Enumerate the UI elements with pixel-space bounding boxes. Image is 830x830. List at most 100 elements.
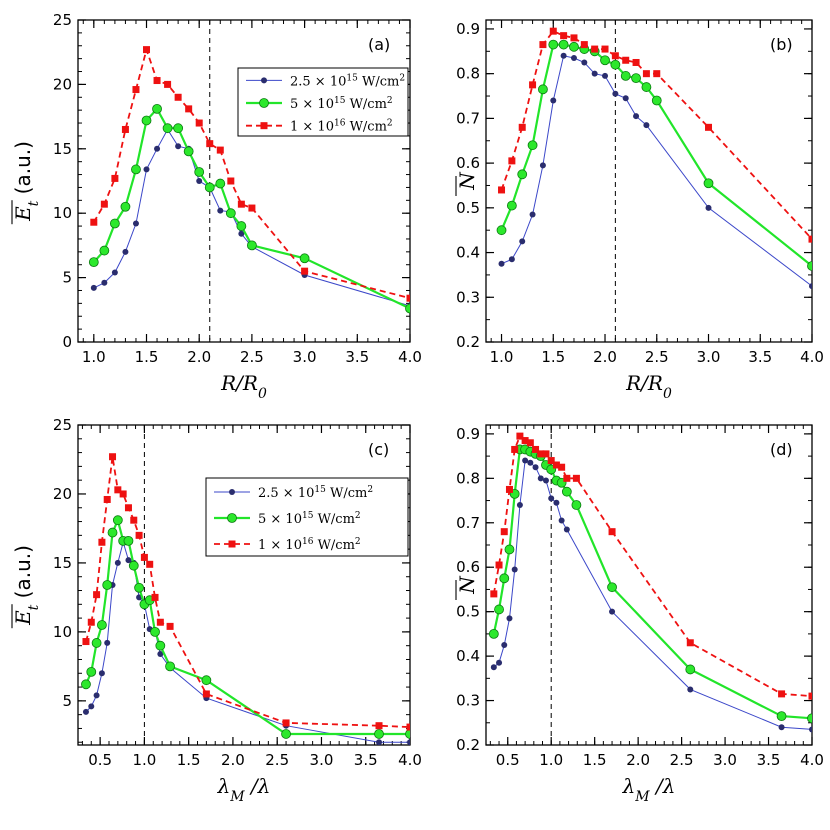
data-point <box>602 72 609 79</box>
data-point <box>506 615 513 622</box>
data-point <box>542 450 550 458</box>
data-point <box>194 167 205 177</box>
data-point <box>631 73 641 84</box>
x-tick-label: 1.0 <box>82 348 106 366</box>
y-axis-label: N <box>455 171 479 191</box>
data-point <box>611 52 619 60</box>
data-point <box>405 729 410 739</box>
data-point <box>81 679 91 690</box>
data-point <box>488 628 499 639</box>
y-tick-label: 0.9 <box>456 425 480 443</box>
data-point <box>156 618 164 626</box>
data-point <box>591 45 599 53</box>
data-point <box>406 723 410 731</box>
data-point <box>505 485 513 493</box>
data-point <box>538 84 548 95</box>
data-point <box>500 528 508 536</box>
x-tick-label: 3.5 <box>354 751 378 769</box>
data-point <box>135 531 143 539</box>
y-tick-label: 0.3 <box>456 692 480 710</box>
data-point <box>521 437 529 445</box>
data-point <box>686 639 694 647</box>
data-point <box>548 495 555 502</box>
data-point <box>591 70 598 77</box>
data-point <box>612 90 619 97</box>
x-tick-label: 0.5 <box>496 751 520 769</box>
data-point <box>532 445 540 453</box>
x-tick-label: 4.0 <box>398 348 422 366</box>
series-line <box>492 434 812 697</box>
x-tick-label: 1.5 <box>541 348 565 366</box>
y-tick-label: 0.6 <box>456 558 480 576</box>
legend-swatch-marker <box>259 98 269 108</box>
data-point <box>809 726 812 733</box>
data-point <box>248 204 256 212</box>
y-tick-label: 15 <box>53 554 72 572</box>
x-tick-label: 3.0 <box>713 751 737 769</box>
plot-frame <box>77 424 411 746</box>
legend-entry-label: 1 × 1016 W/cm2 <box>290 119 393 135</box>
series-line <box>492 448 812 720</box>
data-point <box>216 146 224 154</box>
data-point <box>100 200 108 208</box>
data-point <box>107 527 118 538</box>
data-point <box>201 675 212 686</box>
x-tick-label: 2.5 <box>645 348 669 366</box>
data-point <box>93 591 101 599</box>
legend-entry-label: 1 × 1016 W/cm2 <box>258 537 361 553</box>
data-point <box>124 504 132 512</box>
data-point <box>776 711 787 722</box>
data-point <box>558 463 566 471</box>
data-point <box>526 439 534 447</box>
data-point <box>143 46 151 54</box>
series-1 <box>498 52 812 290</box>
data-point <box>202 690 210 698</box>
y-tick-label: 0.4 <box>456 244 480 262</box>
data-point <box>508 157 516 165</box>
data-point <box>134 582 144 593</box>
data-point <box>157 650 164 657</box>
data-point <box>121 125 129 133</box>
series-3 <box>90 46 410 302</box>
panel-c: 0.5 1.0 1.5 2.0 2.5 3.0 3.5 4.0 5 10 15 20 25 (c) λM /… <box>11 416 422 805</box>
series-line <box>493 459 812 730</box>
data-point <box>98 538 106 546</box>
data-point <box>217 207 224 214</box>
series-line <box>500 43 812 267</box>
data-point <box>407 739 410 745</box>
data-point <box>610 59 621 70</box>
data-point <box>196 178 203 184</box>
data-point <box>542 477 549 484</box>
plot-frame <box>485 424 813 746</box>
data-point <box>537 450 545 458</box>
data-point <box>185 105 193 113</box>
series-3 <box>82 453 410 731</box>
data-point <box>376 739 383 745</box>
y-tick-label: 20 <box>53 485 72 503</box>
data-point <box>101 279 108 286</box>
data-point <box>549 27 557 35</box>
data-point <box>778 724 785 731</box>
data-point <box>608 528 616 536</box>
data-point <box>165 661 175 672</box>
x-tick-label: 2.5 <box>240 348 264 366</box>
data-point <box>560 32 568 40</box>
data-point <box>490 664 497 671</box>
y-axis-label: Et (a.u.) <box>11 141 42 222</box>
y-axis-label: Et (a.u.) <box>11 545 42 626</box>
data-point <box>641 82 652 92</box>
data-point <box>119 490 127 498</box>
data-point <box>653 70 661 78</box>
series-line <box>501 55 812 287</box>
data-point <box>499 573 510 584</box>
data-point <box>581 59 588 66</box>
data-point <box>90 284 97 291</box>
series-2 <box>488 444 812 724</box>
series-1 <box>490 457 812 733</box>
data-point <box>152 103 162 114</box>
x-tick-label: 2.0 <box>626 751 650 769</box>
data-point <box>225 208 236 219</box>
data-point <box>685 664 696 675</box>
y-tick-label: 0.6 <box>456 154 480 172</box>
